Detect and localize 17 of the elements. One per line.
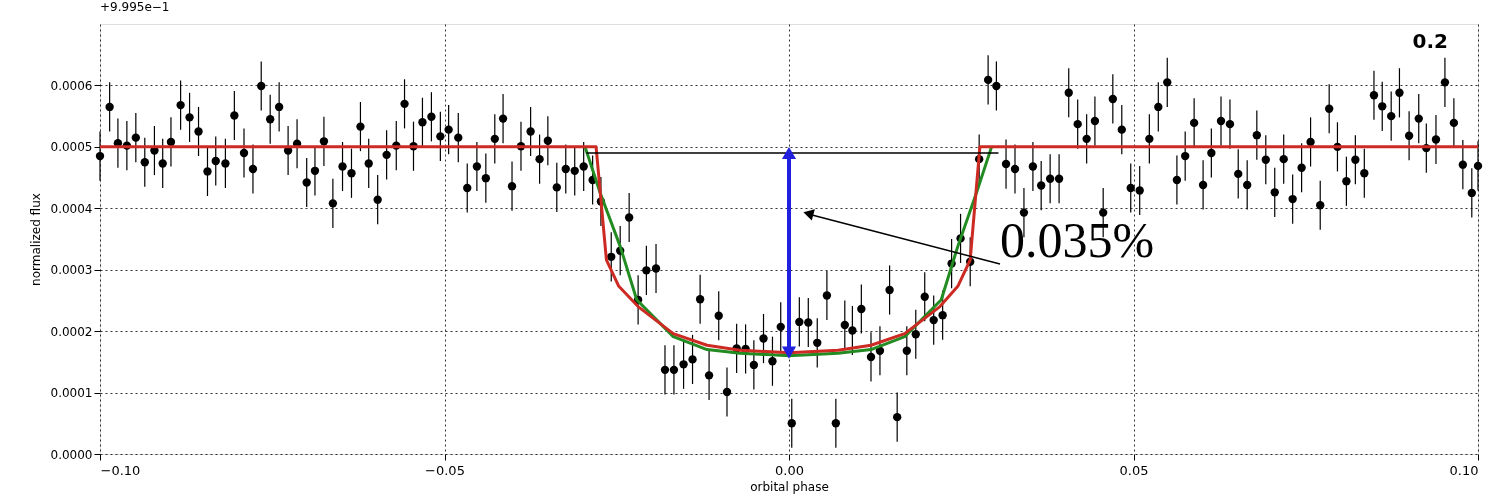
text: +9.995e−1 (100, 0, 170, 14)
x-tick-label: −0.05 (425, 462, 465, 478)
y-tick-label: 0.0005 (50, 140, 93, 155)
y-tick-label: 0.0002 (50, 324, 93, 339)
annotation: 0.2 (1412, 29, 1448, 53)
x-tick-label: 0.10 (1449, 462, 1479, 478)
y-tick-label: 0.0003 (50, 263, 93, 278)
annotation: 0.035% (1000, 212, 1155, 268)
y-tick-label: 0.0004 (50, 201, 93, 216)
x-tick-label: 0.00 (775, 462, 804, 478)
x-tick-label: 0.05 (1119, 462, 1149, 478)
y-tick-label: 0.0000 (50, 447, 93, 462)
x-tick-label: −0.10 (100, 462, 141, 478)
y-tick-label: 0.0001 (50, 386, 93, 401)
x-axis-title: orbital phase (750, 479, 829, 494)
y-axis-title: normalized flux (28, 193, 43, 286)
y-tick-label: 0.0006 (50, 78, 93, 93)
